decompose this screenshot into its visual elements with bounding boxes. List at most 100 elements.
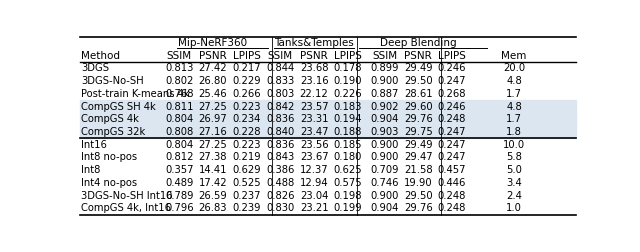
Text: 0.247: 0.247 — [438, 76, 467, 86]
Text: 0.844: 0.844 — [266, 64, 294, 74]
Text: 0.247: 0.247 — [438, 140, 467, 150]
Text: 4.8: 4.8 — [506, 76, 522, 86]
Text: 0.902: 0.902 — [371, 102, 399, 112]
Text: 29.49: 29.49 — [404, 140, 433, 150]
Text: 0.904: 0.904 — [371, 203, 399, 213]
Text: 27.25: 27.25 — [198, 140, 227, 150]
Text: 23.67: 23.67 — [300, 152, 328, 163]
Text: 0.900: 0.900 — [371, 140, 399, 150]
Text: 0.246: 0.246 — [438, 102, 467, 112]
Text: Int4 no-pos: Int4 no-pos — [81, 178, 137, 188]
Bar — [80, 113, 576, 126]
Text: 12.37: 12.37 — [300, 165, 328, 175]
Text: 29.76: 29.76 — [404, 114, 433, 124]
Text: 29.50: 29.50 — [404, 76, 433, 86]
Text: Post-train K-means 4k: Post-train K-means 4k — [81, 89, 189, 99]
Text: 23.04: 23.04 — [300, 191, 328, 201]
Text: 0.248: 0.248 — [438, 114, 466, 124]
Text: 1.8: 1.8 — [506, 127, 522, 137]
Text: 0.840: 0.840 — [266, 127, 294, 137]
Text: 0.575: 0.575 — [333, 178, 362, 188]
Text: 0.833: 0.833 — [266, 76, 294, 86]
Text: LPIPS: LPIPS — [334, 51, 362, 61]
Text: 0.709: 0.709 — [371, 165, 399, 175]
Text: 0.625: 0.625 — [333, 165, 362, 175]
Text: 0.900: 0.900 — [371, 191, 399, 201]
Text: 23.68: 23.68 — [300, 64, 328, 74]
Text: 29.47: 29.47 — [404, 152, 433, 163]
Text: 29.60: 29.60 — [404, 102, 433, 112]
Text: 5.0: 5.0 — [506, 165, 522, 175]
Text: PSNR: PSNR — [300, 51, 328, 61]
Text: 0.178: 0.178 — [333, 64, 362, 74]
Text: 0.223: 0.223 — [232, 140, 261, 150]
Text: 5.8: 5.8 — [506, 152, 522, 163]
Text: 27.38: 27.38 — [198, 152, 227, 163]
Text: 1.7: 1.7 — [506, 114, 522, 124]
Text: 0.830: 0.830 — [266, 203, 294, 213]
Text: 0.248: 0.248 — [438, 203, 466, 213]
Text: 0.903: 0.903 — [371, 127, 399, 137]
Text: CompGS 4k, Int16: CompGS 4k, Int16 — [81, 203, 171, 213]
Text: 1.0: 1.0 — [506, 203, 522, 213]
Text: Mem: Mem — [501, 51, 527, 61]
Text: 23.47: 23.47 — [300, 127, 328, 137]
Text: 0.217: 0.217 — [232, 64, 261, 74]
Text: 0.842: 0.842 — [266, 102, 294, 112]
Text: 25.46: 25.46 — [198, 89, 227, 99]
Text: 1.7: 1.7 — [506, 89, 522, 99]
Text: 23.31: 23.31 — [300, 114, 328, 124]
Text: PSNR: PSNR — [199, 51, 227, 61]
Text: PSNR: PSNR — [404, 51, 432, 61]
Text: 28.61: 28.61 — [404, 89, 433, 99]
Text: Mip-NeRF360: Mip-NeRF360 — [179, 38, 248, 48]
Text: 3DGS-No-SH: 3DGS-No-SH — [81, 76, 143, 86]
Text: 26.59: 26.59 — [198, 191, 227, 201]
Text: 0.789: 0.789 — [165, 191, 193, 201]
Text: 0.357: 0.357 — [165, 165, 193, 175]
Text: 23.57: 23.57 — [300, 102, 328, 112]
Text: 0.899: 0.899 — [371, 64, 399, 74]
Text: 0.226: 0.226 — [333, 89, 362, 99]
Text: 0.887: 0.887 — [371, 89, 399, 99]
Text: 29.76: 29.76 — [404, 203, 433, 213]
Text: 23.16: 23.16 — [300, 76, 328, 86]
Text: 0.246: 0.246 — [438, 64, 467, 74]
Text: 0.489: 0.489 — [165, 178, 193, 188]
Text: 0.811: 0.811 — [165, 102, 193, 112]
Bar — [80, 126, 576, 138]
Text: CompGS 32k: CompGS 32k — [81, 127, 145, 137]
Text: LPIPS: LPIPS — [438, 51, 466, 61]
Text: 0.188: 0.188 — [333, 127, 362, 137]
Text: 26.80: 26.80 — [198, 76, 227, 86]
Text: 0.223: 0.223 — [232, 102, 261, 112]
Text: 0.904: 0.904 — [371, 114, 399, 124]
Text: SSIM: SSIM — [268, 51, 293, 61]
Text: 0.629: 0.629 — [232, 165, 261, 175]
Text: 0.194: 0.194 — [333, 114, 362, 124]
Text: 0.808: 0.808 — [165, 127, 193, 137]
Text: 27.25: 27.25 — [198, 102, 227, 112]
Text: 0.900: 0.900 — [371, 76, 399, 86]
Text: CompGS 4k: CompGS 4k — [81, 114, 139, 124]
Text: 0.247: 0.247 — [438, 127, 467, 137]
Text: 0.190: 0.190 — [333, 76, 362, 86]
Text: CompGS SH 4k: CompGS SH 4k — [81, 102, 156, 112]
Text: 27.16: 27.16 — [198, 127, 227, 137]
Text: 22.12: 22.12 — [300, 89, 328, 99]
Text: 0.836: 0.836 — [266, 140, 294, 150]
Text: SSIM: SSIM — [372, 51, 397, 61]
Text: 0.812: 0.812 — [165, 152, 193, 163]
Text: 26.97: 26.97 — [198, 114, 227, 124]
Text: 17.42: 17.42 — [198, 178, 227, 188]
Text: 26.83: 26.83 — [198, 203, 227, 213]
Text: 0.198: 0.198 — [333, 191, 362, 201]
Text: 0.228: 0.228 — [232, 127, 261, 137]
Text: 0.796: 0.796 — [165, 203, 193, 213]
Text: 0.386: 0.386 — [266, 165, 294, 175]
Text: 0.488: 0.488 — [266, 178, 294, 188]
Text: 0.266: 0.266 — [232, 89, 261, 99]
Text: 0.446: 0.446 — [438, 178, 466, 188]
Text: 3DGS-No-SH Int16: 3DGS-No-SH Int16 — [81, 191, 173, 201]
Text: 20.0: 20.0 — [503, 64, 525, 74]
